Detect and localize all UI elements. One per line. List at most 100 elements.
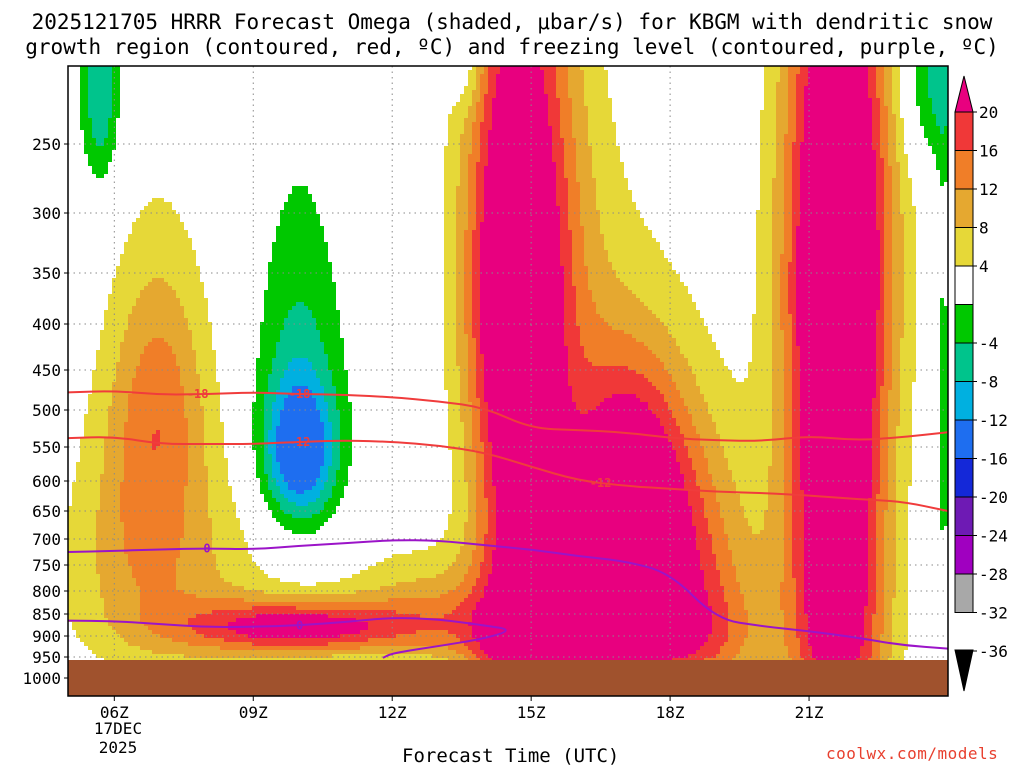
omega-cell [136,306,140,310]
omega-cell [272,406,276,410]
omega-cell [164,402,168,406]
omega-cell [212,606,216,610]
omega-cell [144,466,148,470]
omega-cell [244,570,248,574]
omega-cell [132,254,136,258]
omega-cell [96,514,100,518]
omega-cell [176,398,180,402]
omega-cell [220,602,224,606]
omega-cell [96,490,100,494]
omega-cell [116,354,120,358]
omega-cell [108,478,112,482]
omega-cell [140,278,144,282]
omega-cell [212,610,216,614]
omega-cell [208,574,212,578]
omega-cell [128,394,132,398]
omega-cell [260,418,264,422]
omega-cell [256,590,260,594]
omega-cell [172,646,176,650]
omega-cell [144,262,148,266]
omega-cell [184,318,188,322]
omega-cell [284,610,288,614]
omega-cell [128,518,132,522]
omega-cell [196,302,200,306]
omega-cell [140,214,144,218]
omega-cell [204,498,208,502]
omega-cell [260,422,264,426]
omega-cell [100,166,104,170]
omega-cell [160,490,164,494]
omega-cell [280,338,284,342]
omega-cell [132,358,136,362]
omega-cell [96,354,100,358]
omega-cell [176,402,180,406]
omega-cell [128,414,132,418]
omega-cell [204,318,208,322]
omega-cell [148,226,152,230]
omega-cell [144,618,148,622]
omega-cell [104,374,108,378]
omega-cell [104,594,108,598]
omega-cell [204,598,208,602]
omega-cell [196,518,200,522]
omega-cell [220,526,224,530]
omega-cell [156,514,160,518]
omega-cell [200,418,204,422]
omega-cell [288,382,292,386]
omega-cell [192,466,196,470]
omega-cell [260,486,264,490]
omega-cell [252,434,256,438]
omega-cell [176,230,180,234]
omega-cell [144,242,148,246]
omega-cell [204,298,208,302]
omega-cell [280,494,284,498]
omega-cell [108,350,112,354]
omega-cell [108,310,112,314]
omega-cell [292,606,296,610]
omega-cell [104,578,108,582]
omega-cell [148,326,152,330]
omega-cell [284,210,288,214]
omega-cell [276,326,280,330]
omega-cell [288,194,292,198]
omega-cell [272,486,276,490]
omega-cell [272,426,276,430]
omega-cell [276,346,280,350]
omega-cell [96,502,100,506]
omega-cell [224,578,228,582]
omega-cell [224,482,228,486]
omega-cell [128,370,132,374]
omega-cell [156,298,160,302]
omega-cell [192,382,196,386]
omega-cell [200,282,204,286]
omega-cell [156,606,160,610]
omega-cell [100,522,104,526]
omega-cell [128,298,132,302]
omega-cell [148,214,152,218]
omega-cell [124,634,128,638]
omega-cell [100,638,104,642]
omega-cell [292,502,296,506]
omega-cell [264,294,268,298]
omega-cell [148,610,152,614]
omega-cell [136,230,140,234]
omega-cell [196,266,200,270]
omega-cell [220,622,224,626]
omega-cell [96,486,100,490]
omega-cell [92,74,96,78]
omega-cell [156,614,160,618]
omega-cell [88,526,92,530]
omega-cell [144,574,148,578]
omega-cell [132,314,136,318]
omega-cell [80,90,84,94]
omega-cell [92,398,96,402]
omega-cell [284,470,288,474]
omega-cell [132,514,136,518]
omega-cell [196,278,200,282]
omega-cell [168,574,172,578]
omega-cell [140,342,144,346]
omega-cell [124,554,128,558]
omega-cell [196,574,200,578]
omega-cell [180,574,184,578]
omega-cell [280,610,284,614]
